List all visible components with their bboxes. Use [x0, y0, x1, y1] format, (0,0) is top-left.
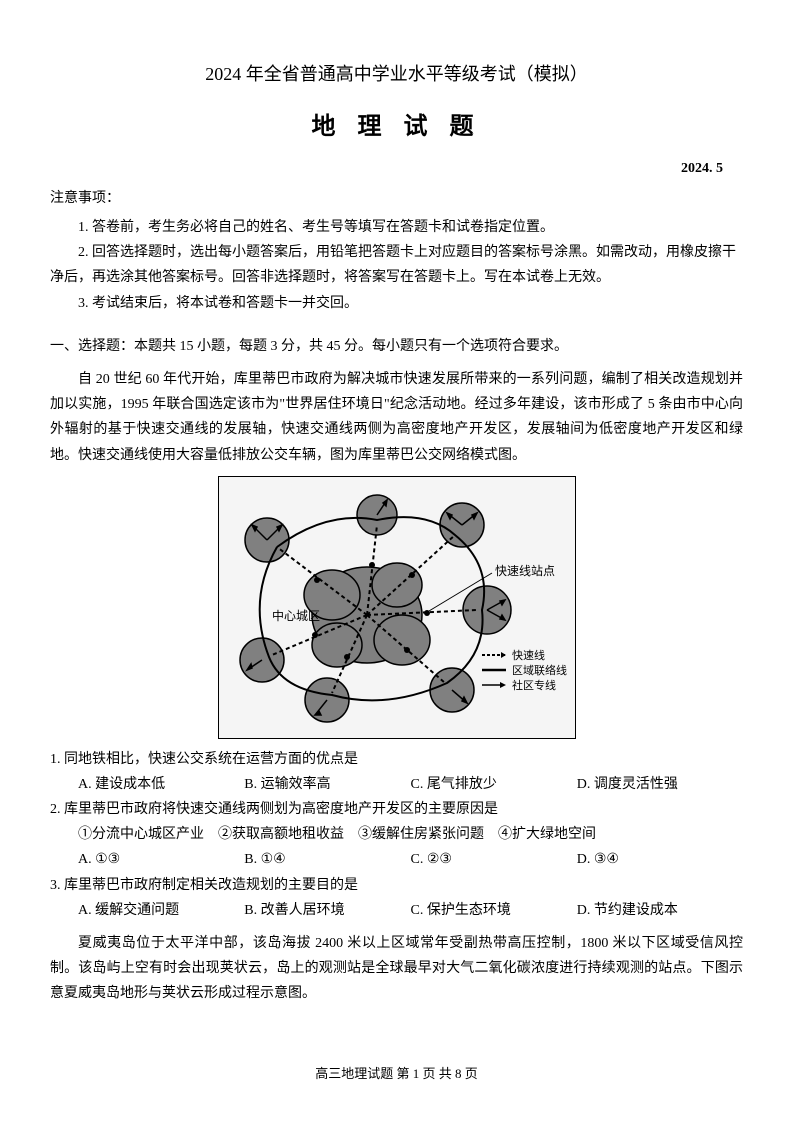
- q1-option-c: C. 尾气排放少: [411, 772, 577, 797]
- passage-2-text: 夏威夷岛位于太平洋中部，该岛海拔 2400 米以上区域常年受副热带高压控制，18…: [50, 931, 743, 1007]
- diagram-station-label: 快速线站点: [495, 564, 555, 578]
- notice-section: 注意事项： 1. 答卷前，考生务必将自己的姓名、考生号等填写在答题卡和试卷指定位…: [50, 187, 743, 316]
- svg-text:区域联络线: 区域联络线: [512, 663, 567, 677]
- q2-option-c: C. ②③: [411, 847, 577, 872]
- diagram-center-label: 中心城区: [272, 608, 320, 623]
- q2-option-b: B. ①④: [244, 847, 410, 872]
- q3-option-c: C. 保护生态环境: [411, 898, 577, 923]
- main-title: 2024 年全省普通高中学业水平等级考试（模拟）: [50, 60, 743, 86]
- bus-network-diagram: 中心城区 快速线站点 快速线 区域联络线 社区专线: [218, 476, 576, 739]
- passage-1-text: 自 20 世纪 60 年代开始，库里蒂巴市政府为解决城市快速发展所带来的一系列问…: [50, 367, 743, 468]
- question-2-stem: 2. 库里蒂巴市政府将快速交通线两侧划为高密度地产开发区的主要原因是: [50, 797, 743, 822]
- exam-date: 2024. 5: [50, 161, 743, 177]
- q2-option-a: A. ①③: [78, 847, 244, 872]
- figure-container: 中心城区 快速线站点 快速线 区域联络线 社区专线: [50, 476, 743, 739]
- question-1-options: A. 建设成本低 B. 运输效率高 C. 尾气排放少 D. 调度灵活性强: [50, 772, 743, 797]
- question-2-options: A. ①③ B. ①④ C. ②③ D. ③④: [50, 847, 743, 872]
- svg-text:快速线: 快速线: [512, 648, 545, 662]
- q2-option-d: D. ③④: [577, 847, 743, 872]
- q1-option-b: B. 运输效率高: [244, 772, 410, 797]
- notice-heading: 注意事项：: [50, 187, 743, 207]
- passage-1: 自 20 世纪 60 年代开始，库里蒂巴市政府为解决城市快速发展所带来的一系列问…: [50, 367, 743, 468]
- notice-item-3: 3. 考试结束后，将本试卷和答题卡一并交回。: [50, 291, 743, 316]
- sub-title: 地 理 试 题: [50, 106, 743, 141]
- page-footer: 高三地理试题 第 1 页 共 8 页: [0, 1063, 793, 1082]
- question-2-suboptions: ①分流中心城区产业 ②获取高额地租收益 ③缓解住房紧张问题 ④扩大绿地空间: [50, 822, 743, 847]
- q3-option-d: D. 节约建设成本: [577, 898, 743, 923]
- q3-option-a: A. 缓解交通问题: [78, 898, 244, 923]
- notice-item-1: 1. 答卷前，考生务必将自己的姓名、考生号等填写在答题卡和试卷指定位置。: [50, 215, 743, 240]
- svg-text:社区专线: 社区专线: [512, 678, 556, 692]
- question-3-options: A. 缓解交通问题 B. 改善人居环境 C. 保护生态环境 D. 节约建设成本: [50, 898, 743, 923]
- q1-option-a: A. 建设成本低: [78, 772, 244, 797]
- section-1-heading: 一、选择题：本题共 15 小题，每题 3 分，共 45 分。每小题只有一个选项符…: [50, 334, 743, 359]
- q1-option-d: D. 调度灵活性强: [577, 772, 743, 797]
- notice-item-2: 2. 回答选择题时，选出每小题答案后，用铅笔把答题卡上对应题目的答案标号涂黑。如…: [50, 240, 743, 290]
- question-3-stem: 3. 库里蒂巴市政府制定相关改造规划的主要目的是: [50, 873, 743, 898]
- passage-2: 夏威夷岛位于太平洋中部，该岛海拔 2400 米以上区域常年受副热带高压控制，18…: [50, 931, 743, 1007]
- q3-option-b: B. 改善人居环境: [244, 898, 410, 923]
- question-1-stem: 1. 同地铁相比，快速公交系统在运营方面的优点是: [50, 747, 743, 772]
